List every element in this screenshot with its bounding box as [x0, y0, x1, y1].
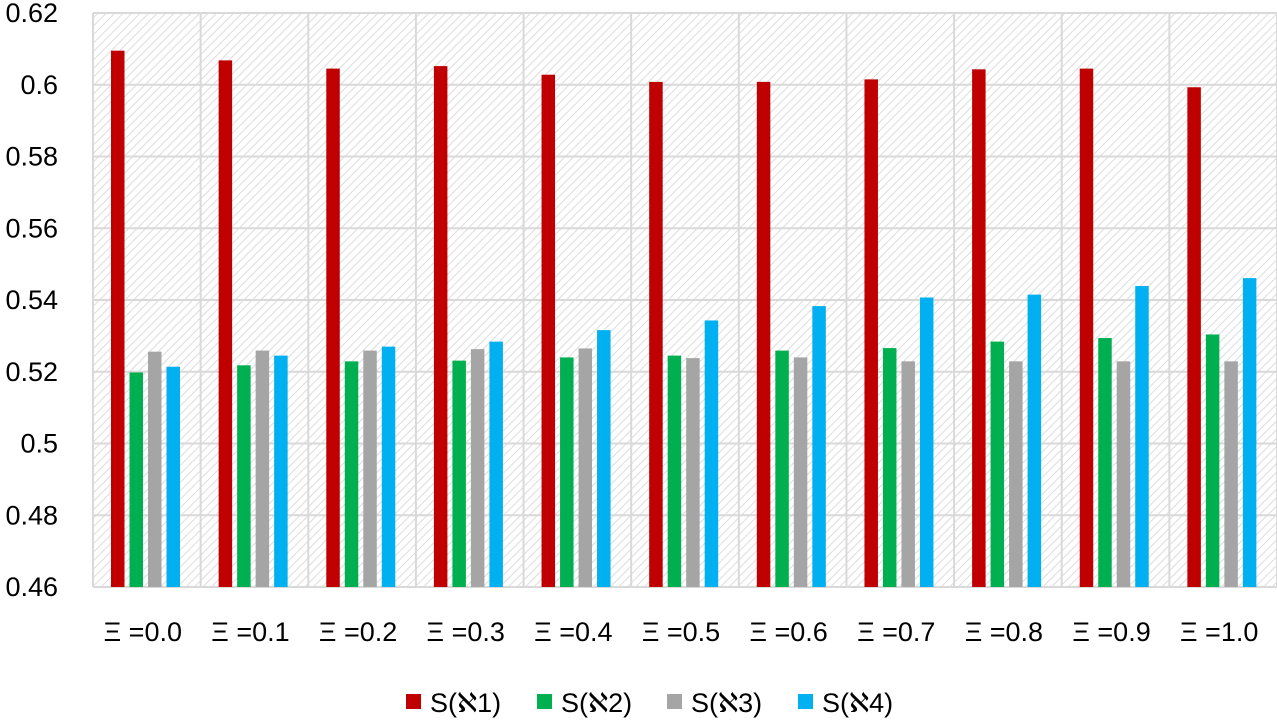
y-tick-label: 0.58 [5, 142, 58, 172]
x-tick-label: Ξ =0.9 [1072, 617, 1150, 647]
bar-series-3-cat-6 [793, 357, 808, 587]
bar-series-3-cat-5 [686, 358, 700, 587]
y-tick-label: 0.5 [20, 429, 58, 459]
legend-label-3: S(ℵ3) [691, 688, 762, 718]
bar-series-1-cat-7 [864, 79, 878, 588]
legend-swatch-4 [798, 694, 813, 709]
x-tick-label: Ξ =0.6 [749, 617, 827, 647]
bar-series-2-cat-3 [452, 360, 466, 587]
bar-series-2-cat-0 [129, 372, 143, 587]
bar-series-2-cat-7 [882, 348, 897, 587]
bar-series-4-cat-2 [381, 346, 396, 587]
x-tick-label: Ξ =0.4 [534, 617, 612, 647]
bar-series-3-cat-7 [901, 361, 915, 587]
bar-series-3-cat-4 [578, 348, 593, 587]
bar-series-2-cat-6 [775, 350, 789, 587]
bar-series-1-cat-1 [218, 60, 233, 588]
y-tick-label: 0.62 [5, 0, 58, 28]
y-tick-label: 0.56 [5, 213, 58, 243]
bar-series-4-cat-7 [919, 297, 934, 587]
bar-series-2-cat-9 [1098, 338, 1112, 587]
bar-series-1-cat-3 [433, 66, 448, 588]
bar-series-4-cat-4 [597, 330, 611, 587]
y-tick-label: 0.48 [5, 500, 58, 530]
y-tick-label: 0.6 [20, 70, 58, 100]
bar-series-4-cat-0 [166, 366, 180, 587]
x-tick-label: Ξ =0.1 [211, 617, 289, 647]
bar-series-1-cat-6 [756, 81, 771, 587]
bar-series-1-cat-5 [649, 81, 663, 587]
x-tick-label: Ξ =0.0 [104, 617, 182, 647]
x-axis: Ξ =0.0 Ξ =0.1 Ξ =0.2 Ξ =0.3 Ξ =0.4 Ξ =0.5 Ξ =0… [104, 617, 1259, 647]
x-tick-label: Ξ =1.0 [1180, 617, 1258, 647]
bars [111, 50, 1257, 588]
legend-label-2: S(ℵ2) [561, 688, 632, 718]
x-tick-label: Ξ =0.3 [427, 617, 505, 647]
x-tick-label: Ξ =0.8 [965, 617, 1043, 647]
grid-lines [92, 12, 1277, 588]
bar-series-2-cat-2 [344, 361, 359, 587]
bar-series-4-cat-6 [812, 306, 826, 587]
bar-series-3-cat-9 [1116, 361, 1131, 587]
bar-series-1-cat-2 [326, 68, 340, 587]
bar-series-4-cat-9 [1135, 286, 1149, 587]
bar-series-1-cat-0 [111, 50, 125, 587]
y-tick-label: 0.46 [5, 572, 58, 602]
x-tick-label: Ξ =0.2 [319, 617, 397, 647]
legend-swatch-2 [537, 694, 552, 709]
bar-series-4-cat-3 [489, 341, 503, 587]
legend: S(ℵ1) S(ℵ2) S(ℵ3) S(ℵ4) [406, 688, 893, 718]
bar-series-1-cat-9 [1079, 68, 1094, 587]
bar-series-3-cat-2 [363, 350, 377, 587]
y-tick-label: 0.52 [5, 357, 58, 387]
bar-series-4-cat-10 [1242, 278, 1257, 587]
bar-series-2-cat-5 [667, 355, 682, 587]
bar-series-4-cat-5 [704, 320, 719, 587]
bar-series-2-cat-8 [990, 341, 1005, 587]
legend-swatch-3 [667, 694, 682, 709]
bar-series-1-cat-10 [1187, 87, 1201, 587]
y-axis: 0.46 0.48 0.5 0.52 0.54 0.56 0.58 0.6 0.62 [5, 0, 58, 602]
legend-swatch-1 [406, 694, 421, 709]
x-tick-label: Ξ =0.5 [642, 617, 720, 647]
bar-series-1-cat-4 [541, 74, 556, 587]
bar-series-3-cat-8 [1009, 361, 1023, 587]
bar-series-4-cat-1 [274, 355, 288, 587]
legend-label-1: S(ℵ1) [430, 688, 501, 718]
bar-series-1-cat-8 [972, 69, 986, 588]
bar-series-2-cat-4 [560, 357, 574, 587]
x-tick-label: Ξ =0.7 [857, 617, 935, 647]
bar-series-4-cat-8 [1027, 294, 1042, 587]
bar-series-3-cat-1 [255, 350, 270, 587]
bar-series-2-cat-10 [1205, 334, 1220, 587]
bar-series-3-cat-3 [470, 349, 485, 587]
bar-series-3-cat-10 [1224, 361, 1238, 587]
y-tick-label: 0.54 [5, 285, 58, 315]
bar-series-2-cat-1 [237, 365, 251, 587]
bar-series-3-cat-0 [148, 351, 162, 587]
legend-label-4: S(ℵ4) [822, 688, 893, 718]
